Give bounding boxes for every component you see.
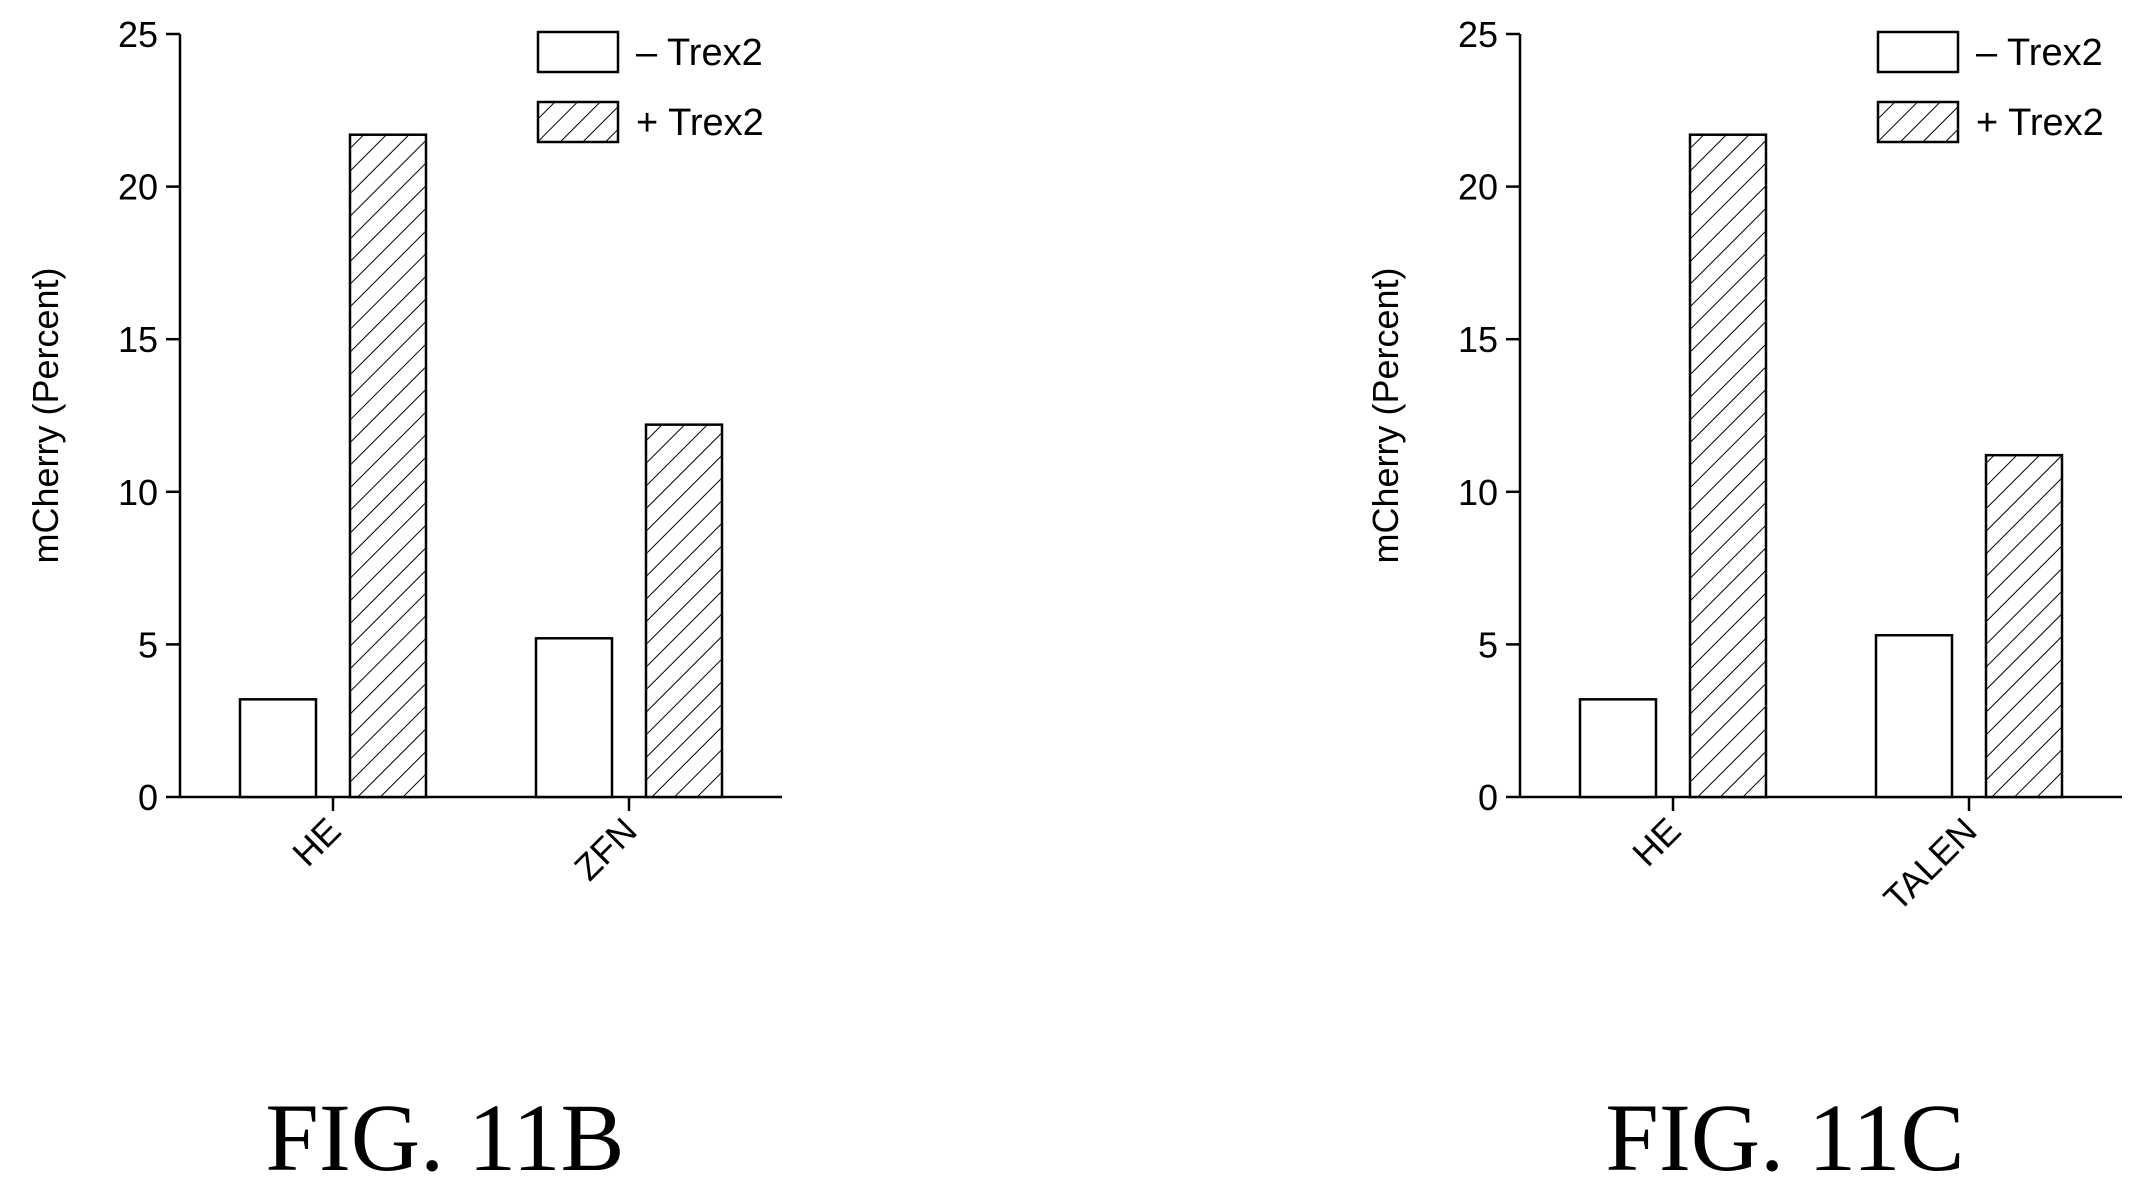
- x-tick-label-talen: TALEN: [1875, 810, 1984, 919]
- bar-zfn-plus-trex2: [644, 423, 724, 799]
- x-tick-label-he: HE: [284, 810, 348, 874]
- figure-caption: FIG. 11B: [265, 1084, 624, 1187]
- y-axis-title: mCherry (Percent): [25, 267, 66, 563]
- legend-label-plus-trex2: + Trex2: [1976, 102, 2104, 144]
- legend: – Trex2 + Trex2: [536, 30, 764, 144]
- x-tick-label-zfn: ZFN: [566, 810, 644, 888]
- bar-zfn-minus-trex2: [534, 637, 614, 799]
- legend-swatch-plus-trex2: [1876, 100, 1960, 144]
- y-tick-label-20: 20: [1458, 167, 1498, 208]
- x-tick-label-he: HE: [1624, 810, 1688, 874]
- y-axis-title: mCherry (Percent): [1365, 267, 1406, 563]
- legend-swatch-minus-trex2: [536, 30, 620, 74]
- y-tick-label-10: 10: [118, 472, 158, 513]
- y-tick-label-5: 5: [1478, 624, 1498, 665]
- y-tick-label-15: 15: [118, 319, 158, 360]
- plot-area: 0 5 10 15 20 25 mCherry (Percent) HE TALEN: [1365, 14, 2122, 919]
- figure-11b: 0 5 10 15 20 25 mCherry (Percent) HE ZFN – Trex2 +…: [0, 0, 1070, 1187]
- y-tick-label-0: 0: [138, 777, 158, 818]
- bar-chart-11b: 0 5 10 15 20 25 mCherry (Percent) HE ZFN – Trex2 +…: [25, 14, 782, 1187]
- legend-label-plus-trex2: + Trex2: [636, 102, 764, 144]
- bar-he-minus-trex2: [1578, 698, 1658, 799]
- y-tick-label-10: 10: [1458, 472, 1498, 513]
- bar-talen-minus-trex2: [1874, 633, 1954, 799]
- figure-11c: 0 5 10 15 20 25 mCherry (Percent) HE TALEN – Trex…: [1340, 0, 2143, 1187]
- legend-swatch-minus-trex2: [1876, 30, 1960, 74]
- legend: – Trex2 + Trex2: [1876, 30, 2104, 144]
- y-tick-label-5: 5: [138, 624, 158, 665]
- bar-he-plus-trex2: [1688, 133, 1768, 799]
- bar-he-plus-trex2: [348, 133, 428, 799]
- bar-he-minus-trex2: [238, 698, 318, 799]
- plot-area: 0 5 10 15 20 25 mCherry (Percent) HE ZFN: [25, 14, 782, 888]
- legend-swatch-plus-trex2: [536, 100, 620, 144]
- y-tick-label-20: 20: [118, 167, 158, 208]
- legend-label-minus-trex2: – Trex2: [636, 32, 763, 74]
- y-tick-label-25: 25: [118, 14, 158, 55]
- legend-label-minus-trex2: – Trex2: [1976, 32, 2103, 74]
- y-tick-label-25: 25: [1458, 14, 1498, 55]
- figure-caption: FIG. 11C: [1605, 1084, 1964, 1187]
- y-tick-label-0: 0: [1478, 777, 1498, 818]
- bar-talen-plus-trex2: [1984, 453, 2064, 799]
- bar-chart-11c: 0 5 10 15 20 25 mCherry (Percent) HE TALEN – Trex…: [1365, 14, 2122, 1187]
- y-tick-label-15: 15: [1458, 319, 1498, 360]
